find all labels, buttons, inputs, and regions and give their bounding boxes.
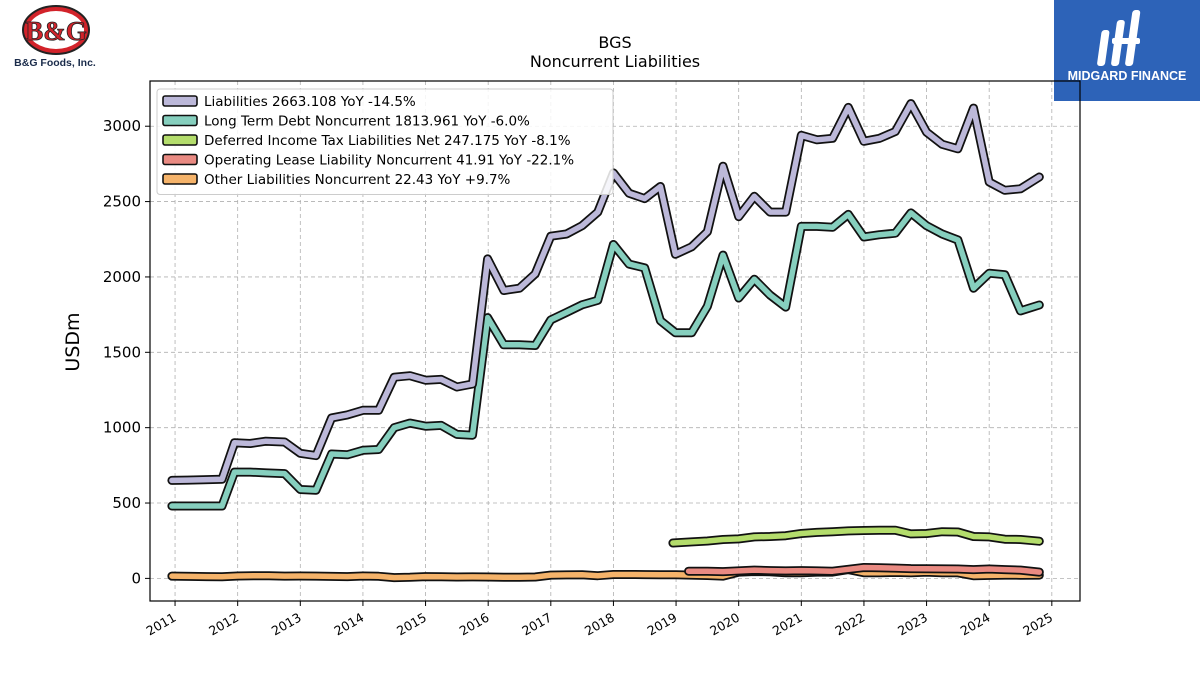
midgard-finance-label: MIDGARD FINANCE <box>1068 69 1187 83</box>
legend-swatch-long-term-debt-noncurrent <box>162 114 198 127</box>
x-tick-label: 2015 <box>394 610 429 639</box>
x-tick-label: 2020 <box>707 610 742 639</box>
series-line-deferred-income-tax-liabilities-net <box>670 527 1043 546</box>
x-tick-label: 2021 <box>770 610 805 639</box>
midgard-emblem-icon <box>1097 10 1141 66</box>
y-tick-label: 1500 <box>103 343 141 361</box>
y-tick-label: 3000 <box>103 117 141 135</box>
legend-label-liabilities: Liabilities 2663.108 YoY -14.5% <box>204 94 416 110</box>
x-tick-label: 2017 <box>519 610 554 639</box>
series-outline-long-term-debt-noncurrent <box>167 208 1044 511</box>
bg-foods-company-name: B&G Foods, Inc. <box>14 57 96 69</box>
x-tick-label: 2011 <box>144 610 179 639</box>
legend-label-long-term-debt-noncurrent: Long Term Debt Noncurrent 1813.961 YoY -… <box>204 114 530 130</box>
y-tick-label: 0 <box>131 569 141 587</box>
x-tick-label: 2014 <box>331 610 366 639</box>
bg-foods-logo-inner-oval <box>28 11 84 49</box>
x-tick-label: 2023 <box>895 610 930 639</box>
y-tick-label: 1000 <box>103 419 141 437</box>
legend-swatch-operating-lease-liability-noncurrent <box>162 153 198 166</box>
chart-title: BGS <box>598 33 631 52</box>
plot-frame <box>149 80 1081 602</box>
legend-swatch-other-liabilities-noncurrent <box>162 173 198 185</box>
y-tick-label: 2000 <box>103 268 141 286</box>
series-line-long-term-debt-noncurrent <box>169 210 1043 509</box>
y-tick-label: 2500 <box>103 193 141 211</box>
y-tick-label: 500 <box>112 494 141 512</box>
y-axis-label: USDm <box>62 312 84 371</box>
chart-legend: Liabilities 2663.108 YoY -14.5% Long Term… <box>156 88 614 195</box>
series-line-operating-lease-liability-noncurrent <box>685 564 1043 575</box>
x-tick-label: 2013 <box>269 610 304 639</box>
x-tick-label: 2024 <box>958 610 993 639</box>
x-tick-label: 2018 <box>582 610 617 639</box>
legend-label-operating-lease-liability-noncurrent: Operating Lease Liability Noncurrent 41.… <box>204 153 574 169</box>
x-tick-label: 2019 <box>645 610 680 639</box>
midgard-finance-logo: MIDGARD FINANCE <box>1054 0 1200 101</box>
x-tick-label: 2022 <box>832 610 867 639</box>
legend-swatch-deferred-income-tax-liabilities-net <box>162 134 198 146</box>
bg-foods-logo: B&G B&G Foods, Inc. <box>14 5 96 69</box>
midgard-finance-emblem: MIDGARD FINANCE <box>1068 10 1187 83</box>
x-tick-label: 2016 <box>457 610 492 639</box>
x-tick-label: 2025 <box>1020 610 1055 639</box>
legend-label-other-liabilities-noncurrent: Other Liabilities Noncurrent 22.43 YoY +… <box>204 172 511 188</box>
legend-label-deferred-income-tax-liabilities-net: Deferred Income Tax Liabilities Net 247.… <box>204 133 571 149</box>
legend-box <box>156 88 614 195</box>
bg-foods-logo-mark: B&G <box>25 16 87 46</box>
legend-swatch-liabilities <box>162 95 198 107</box>
x-tick-label: 2012 <box>206 610 241 639</box>
chart-subtitle: Noncurrent Liabilities <box>530 52 700 71</box>
